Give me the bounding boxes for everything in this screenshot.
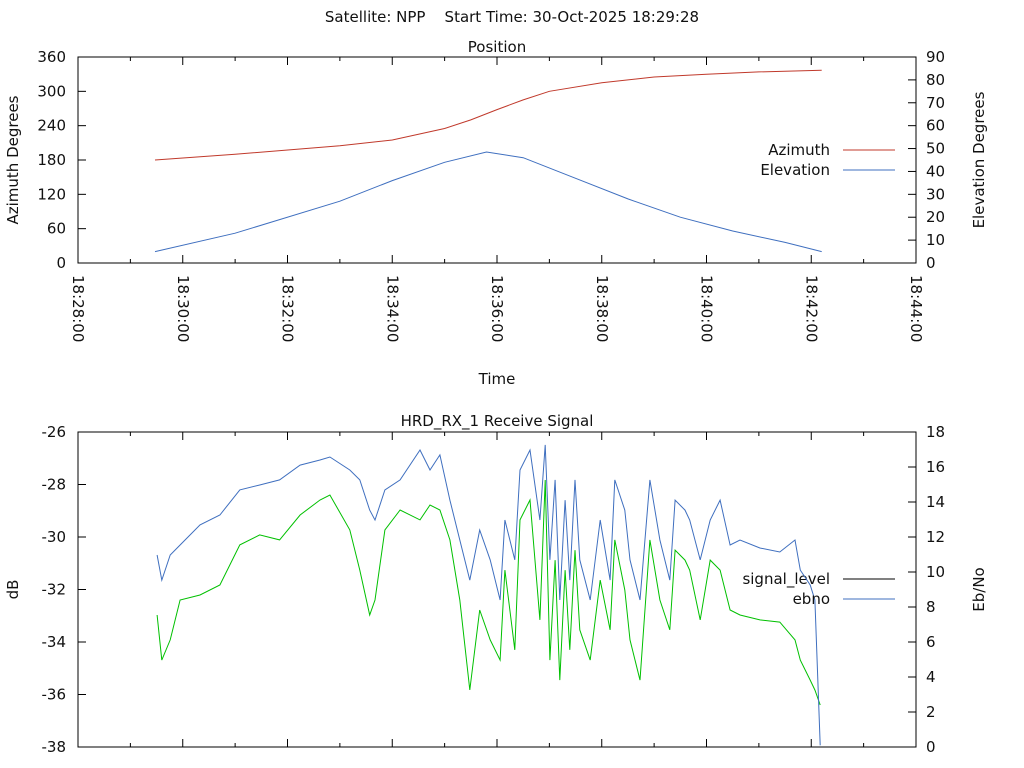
y2-tick-label: 70 xyxy=(926,94,945,112)
y2-tick-label: 0 xyxy=(926,254,936,272)
y2-tick-label: 10 xyxy=(926,563,945,581)
x-tick-label: 18:32:00 xyxy=(279,275,297,342)
chart-title: HRD_RX_1 Receive Signal xyxy=(401,412,594,431)
y-tick-label: 120 xyxy=(37,185,66,203)
y-tick-label: 300 xyxy=(37,82,66,100)
x-tick-label: 18:34:00 xyxy=(383,275,401,342)
legend-label: ebno xyxy=(793,590,830,608)
y-tick-label: -38 xyxy=(42,738,67,756)
y2-tick-label: 12 xyxy=(926,528,945,546)
x-tick-label: 18:40:00 xyxy=(698,275,716,342)
y2-tick-label: 60 xyxy=(926,117,945,135)
y2-tick-label: 40 xyxy=(926,162,945,180)
x-tick-label: 18:44:00 xyxy=(907,275,925,342)
x-axis-label: Time xyxy=(478,370,516,388)
y-tick-label: 180 xyxy=(37,151,66,169)
x-tick-label: 18:30:00 xyxy=(174,275,192,342)
y-tick-label: -28 xyxy=(42,476,67,494)
y-tick-label: 360 xyxy=(37,48,66,66)
legend-label: Elevation xyxy=(760,161,830,179)
plot-frame xyxy=(77,56,917,264)
y2-tick-label: 50 xyxy=(926,140,945,158)
series-line-elevation xyxy=(154,151,822,253)
y2-tick-label: 8 xyxy=(926,598,936,616)
y2-tick-label: 90 xyxy=(926,48,945,66)
series-line-ebno xyxy=(156,444,821,746)
y-tick-label: 60 xyxy=(47,220,66,238)
page-title: Satellite: NPP Start Time: 30-Oct-2025 1… xyxy=(325,8,699,26)
y-axis-label: Azimuth Degrees xyxy=(4,95,22,224)
position-plot: Position 0 60 120 180 240 300 360 0 10 20 30 40 50 60 7… xyxy=(4,38,988,388)
y2-tick-label: 6 xyxy=(926,633,936,651)
series-line-azimuth xyxy=(154,69,822,161)
y-tick-label: -34 xyxy=(42,633,67,651)
y-tick-label: 0 xyxy=(56,254,66,272)
y2-tick-label: 80 xyxy=(926,71,945,89)
y2-tick-label: 14 xyxy=(926,493,945,511)
y2-tick-label: 10 xyxy=(926,231,945,249)
y2-tick-label: 0 xyxy=(926,738,936,756)
x-tick-label: 18:28:00 xyxy=(69,275,87,342)
y2-tick-label: 18 xyxy=(926,423,945,441)
y-tick-label: -32 xyxy=(42,581,67,599)
chart-title: Position xyxy=(468,38,526,56)
y2-axis-label: Elevation Degrees xyxy=(970,91,988,228)
y2-tick-label: 20 xyxy=(926,208,945,226)
y-tick-label: -36 xyxy=(42,686,67,704)
receive-signal-plot: HRD_RX_1 Receive Signal -38 -36 -34 -32 -30 -2… xyxy=(4,412,988,756)
y-axis-label: dB xyxy=(4,580,22,600)
y2-tick-label: 2 xyxy=(926,703,936,721)
y-tick-label: 240 xyxy=(37,117,66,135)
legend-label: signal_level xyxy=(742,570,830,589)
x-tick-label: 18:36:00 xyxy=(488,275,506,342)
y-tick-label: -26 xyxy=(42,423,67,441)
x-tick-label: 18:38:00 xyxy=(593,275,611,342)
x-tick-label: 18:42:00 xyxy=(802,275,820,342)
y2-tick-label: 30 xyxy=(926,185,945,203)
legend-label: Azimuth xyxy=(768,141,830,159)
y-tick-label: -30 xyxy=(42,528,67,546)
y2-tick-label: 4 xyxy=(926,668,936,686)
y2-axis-label: Eb/No xyxy=(970,567,988,611)
y2-tick-label: 16 xyxy=(926,458,945,476)
series-line-signal-level xyxy=(156,479,821,706)
